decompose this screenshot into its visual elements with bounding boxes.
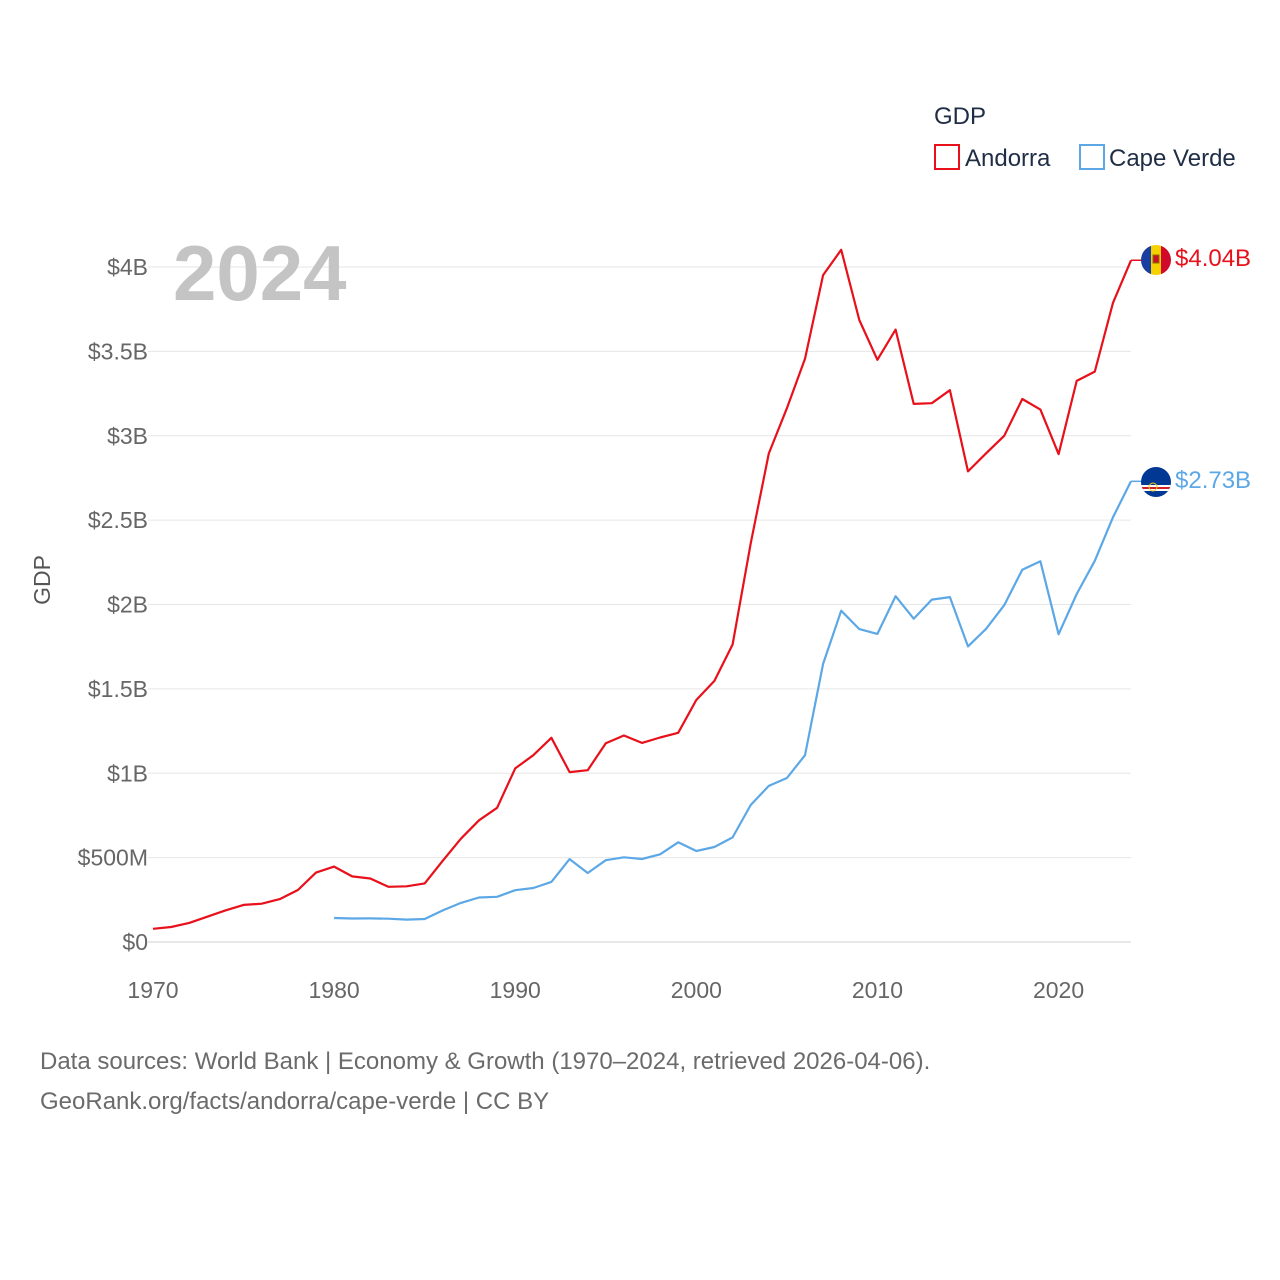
x-tick-label: 1970 — [127, 977, 178, 1003]
source-url-text[interactable]: GeoRank.org/facts/andorra/cape-verde | C… — [40, 1088, 550, 1115]
legend-title: GDP — [934, 103, 986, 130]
andorra-end-value: $4.04B — [1175, 245, 1251, 272]
y-tick-label: $0 — [122, 929, 148, 955]
y-tick-label: $2B — [107, 592, 148, 618]
data-sources-text: Data sources: World Bank | Economy & Gro… — [40, 1048, 931, 1075]
series-lines — [152, 248, 1141, 930]
legend-label-cape-verde[interactable]: Cape Verde — [1109, 145, 1236, 172]
x-axis-ticks: 1970 1980 1990 2000 2010 2020 — [127, 977, 1084, 1003]
y-tick-label: $500M — [78, 845, 148, 871]
x-tick-label: 2000 — [671, 977, 722, 1003]
andorra-flag-icon — [1141, 245, 1171, 275]
legend: GDP Andorra Cape Verde — [934, 103, 1236, 172]
legend-swatch-cape-verde[interactable] — [1079, 144, 1105, 170]
y-axis-title: GDP — [29, 555, 55, 605]
x-tick-label: 1990 — [490, 977, 541, 1003]
y-tick-label: $1.5B — [88, 676, 148, 702]
x-tick-label: 1980 — [309, 977, 360, 1003]
series-line-andorra[interactable] — [152, 248, 1133, 930]
legend-swatch-andorra[interactable] — [934, 144, 960, 170]
y-tick-label: $2.5B — [88, 507, 148, 533]
grid-lines — [148, 266, 1131, 943]
y-tick-label: $3B — [107, 423, 148, 449]
year-label: 2024 — [173, 229, 347, 317]
series-line-cape-verde[interactable] — [334, 480, 1132, 921]
x-tick-label: 2020 — [1033, 977, 1084, 1003]
end-markers: $4.04B $2.73B — [1141, 245, 1251, 497]
x-tick-label: 2010 — [852, 977, 903, 1003]
footer: Data sources: World Bank | Economy & Gro… — [40, 1042, 1240, 1122]
cape-verde-flag-icon — [1141, 467, 1171, 497]
cape-verde-end-value: $2.73B — [1175, 467, 1251, 494]
y-tick-label: $1B — [107, 760, 148, 786]
y-axis-ticks: $0 $500M $1B $1.5B $2B $2.5B $3B $3.5B $4B — [78, 254, 148, 955]
y-tick-label: $4B — [107, 254, 148, 280]
y-tick-label: $3.5B — [88, 338, 148, 364]
gdp-line-chart: $0$500M$1B$1.5B$2B$2.5B$3B$3.5B$4B 1970 1… — [29, 103, 1251, 1003]
legend-label-andorra[interactable]: Andorra — [965, 145, 1051, 172]
